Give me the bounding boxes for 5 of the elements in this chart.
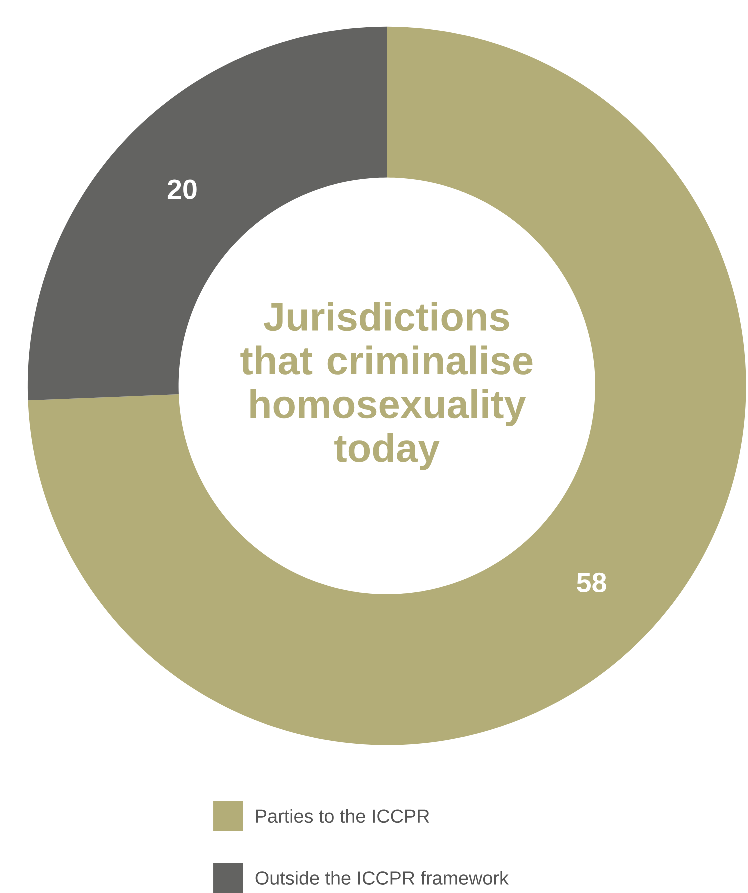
legend-label: Parties to the ICCPR: [256, 809, 430, 824]
legend-label: Outside the ICCPR framework: [256, 871, 509, 885]
data-label: 58: [577, 572, 606, 593]
text: Jurisdictions that criminalise homosexuality today: [240, 302, 533, 470]
data-label: 20: [168, 180, 197, 200]
